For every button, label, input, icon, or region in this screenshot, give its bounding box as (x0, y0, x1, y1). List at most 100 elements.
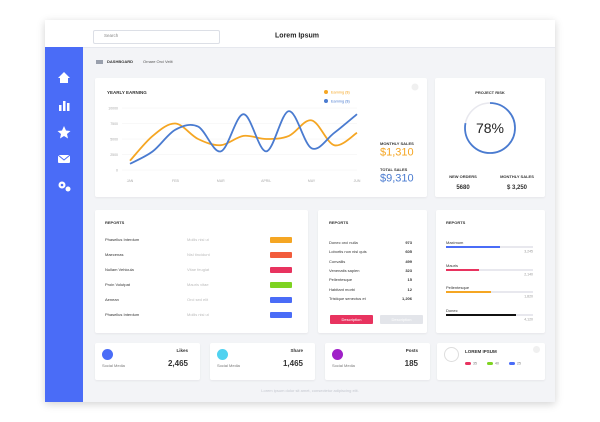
card-title: REPORTS (329, 220, 349, 225)
row-value: 323 (405, 267, 412, 273)
row-name: Habitant morbi (329, 286, 356, 292)
line-series (129, 119, 358, 162)
add-button (411, 83, 419, 91)
stat-caption: Social Media (217, 363, 240, 368)
status-badge[interactable] (270, 312, 292, 318)
search-placeholder: Search (104, 32, 119, 38)
row-name: Nullam Vehicula (105, 267, 134, 272)
button[interactable] (380, 315, 423, 324)
row-value: 605 (405, 249, 412, 255)
value: 5680 (456, 185, 470, 191)
ring (444, 347, 459, 362)
home-icon[interactable] (58, 72, 70, 83)
row-value: 499 (405, 258, 412, 264)
status-badge[interactable] (270, 282, 292, 288)
search-box[interactable] (93, 30, 220, 44)
mail-icon[interactable] (57, 154, 71, 163)
legend-marker (324, 90, 328, 94)
label: MONTHLY SALES (380, 141, 414, 146)
x-tick-label: FEB (172, 179, 179, 183)
sidebar (45, 47, 83, 402)
earning-chart: YEARLY EARNING 0 2500 5000 7500 10000 JAN FEB MA… (107, 83, 419, 183)
stat-value: 2,465 (167, 359, 188, 368)
chart-icon[interactable] (59, 101, 70, 111)
row-name: Phasellus Interdum (105, 237, 140, 242)
stat-name: Posts (405, 347, 418, 353)
status-badge[interactable] (270, 267, 292, 273)
status-badge[interactable] (270, 237, 292, 243)
settings-icon[interactable] (58, 181, 71, 192)
y-tick-label: 5000 (110, 137, 118, 141)
row-note: Mauris vitae (187, 282, 209, 287)
x-tick-label: MAR (217, 179, 225, 183)
stat-icon (102, 349, 113, 360)
x-tick-label: JUN (354, 179, 361, 183)
reports-bars-card (436, 210, 545, 333)
x-tick-label: MAY (308, 179, 316, 183)
legend-label: 25 (517, 360, 521, 365)
legend-label: Earning ($) (331, 99, 351, 103)
y-tick-label: 7500 (110, 122, 118, 126)
row-note: Mollis nisi ut (187, 237, 209, 242)
row-name: Donec orci nulla (329, 240, 358, 245)
row-name: Convallis (329, 258, 346, 264)
bar-name: Mauris (446, 262, 459, 268)
breadcrumb-root: DASHBOARD (107, 59, 133, 64)
stat-value: 1,465 (282, 359, 303, 368)
bar-name: Maximum (446, 240, 464, 245)
row-value: 973 (405, 240, 412, 245)
row-value: 15 (407, 277, 412, 283)
gauge-label: 78% (476, 120, 504, 136)
stat-card (210, 343, 315, 380)
stat-card (325, 343, 430, 380)
add-button[interactable] (533, 346, 540, 353)
page-title: Lorem Ipsum (275, 32, 319, 40)
progress-bar (446, 291, 492, 293)
x-tick-label: APRIL (261, 179, 271, 183)
x-tick-label: JAN (127, 179, 134, 183)
button-label: Description (391, 316, 412, 322)
card-title: LOREM IPSUM (465, 348, 497, 354)
status-badge[interactable] (270, 297, 292, 303)
sidebar-icons (57, 72, 71, 192)
row-name: Maecenas (105, 252, 124, 257)
button[interactable] (330, 315, 373, 324)
bar-value: 2,140 (524, 271, 533, 276)
stat-name: Share (290, 347, 303, 353)
stat-caption: Social Media (332, 363, 355, 368)
row-name: Pellentesque (329, 277, 353, 283)
y-tick-label: 0 (116, 168, 118, 172)
risk-gauge: PROJECT RISK 78% (464, 90, 516, 154)
row-note: Orci sed elit (187, 297, 209, 302)
bar-name: Donec (446, 307, 458, 313)
bar-value: 4,120 (524, 316, 533, 321)
status-badge[interactable] (270, 252, 292, 258)
row-note: Nisl tincidunt (187, 252, 210, 257)
legend-dot (487, 362, 493, 365)
row-name: Aenean (105, 297, 119, 302)
progress-bar (446, 268, 480, 271)
stat-icon (217, 349, 228, 360)
breadcrumb-icon (96, 60, 103, 64)
progress-bar (446, 313, 516, 316)
stat-value: 185 (404, 359, 418, 368)
stat-card (95, 343, 200, 380)
row-name: Phasellus Interdum (105, 312, 140, 317)
legend-label: Earning ($) (331, 90, 351, 94)
stat-name: Likes (176, 347, 188, 353)
gauge-arc (464, 102, 516, 154)
bar-name: Pellentesque (446, 285, 470, 290)
bar-track (446, 268, 533, 271)
value: $ 3,250 (506, 185, 528, 191)
row-note: Mollis nisi ut (187, 312, 209, 317)
label: TOTAL SALES (380, 167, 408, 172)
label: NEW ORDERS (449, 174, 477, 179)
star-icon[interactable] (57, 126, 71, 139)
breadcrumb-page: Ornare Orci Velit (143, 59, 173, 64)
y-tick-label: 2500 (110, 153, 118, 157)
label: MONTHLY SALES (500, 174, 534, 179)
row-name: Lobortis non nisl quis (329, 249, 367, 255)
stat-icon (332, 349, 343, 360)
